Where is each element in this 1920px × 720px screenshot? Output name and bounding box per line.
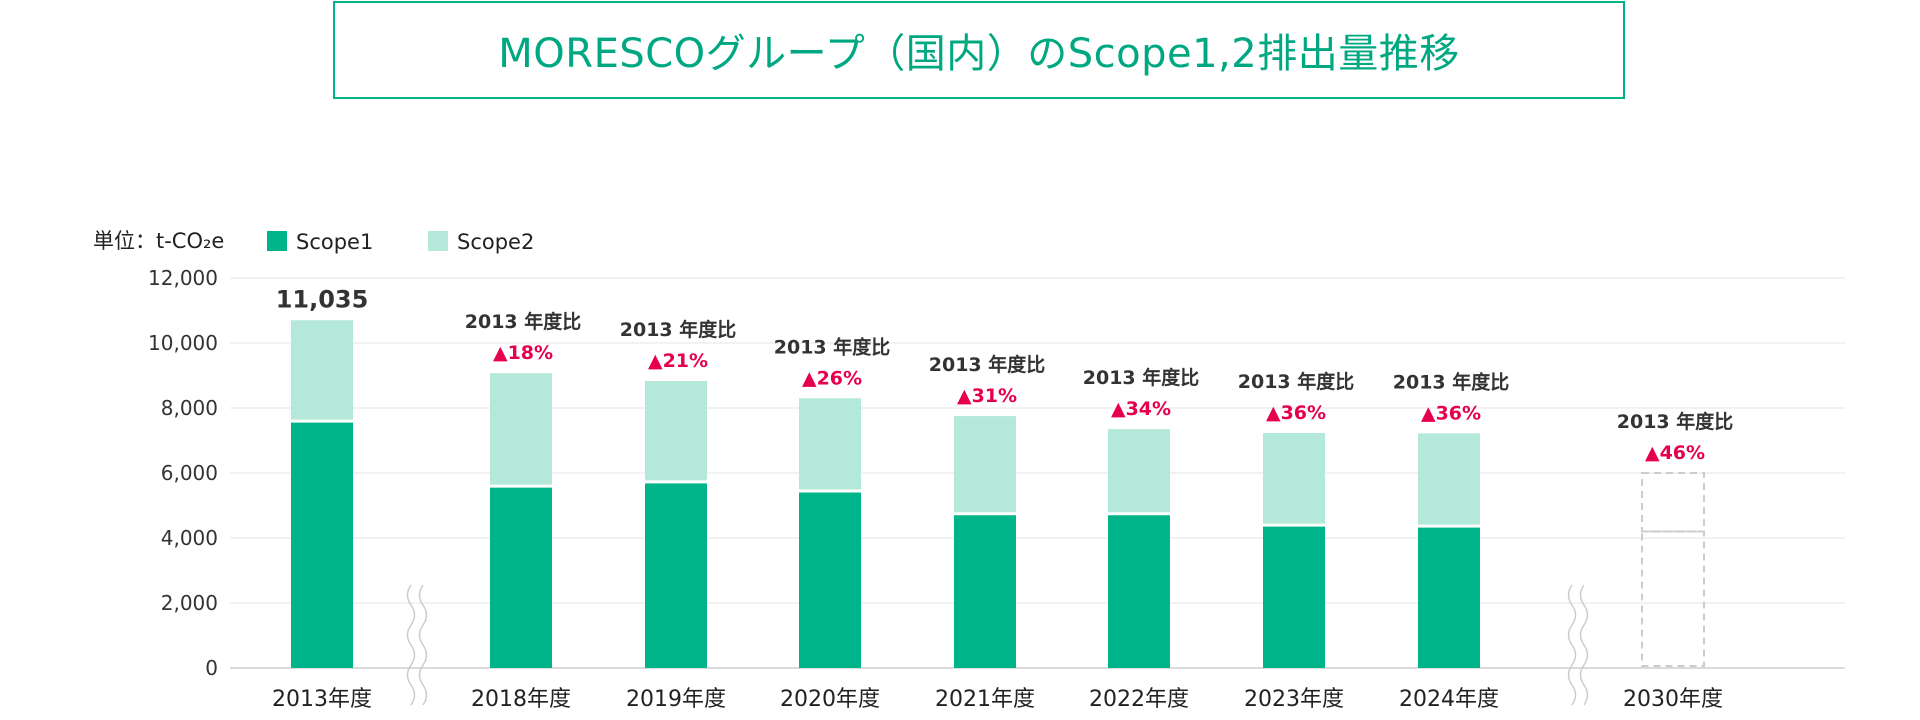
reduction-rate-label: ▲31% bbox=[957, 385, 1017, 407]
x-category-label: 2022年度 bbox=[1089, 687, 1189, 712]
x-category-label: 2021年度 bbox=[935, 687, 1035, 712]
axis-break-mark bbox=[418, 584, 428, 706]
bar-scope1-target bbox=[1641, 530, 1705, 667]
comparison-base-label: 2013 年度比 bbox=[1083, 366, 1200, 389]
total-value-label: 11,035 bbox=[276, 285, 369, 313]
reduction-rate-label: ▲36% bbox=[1421, 402, 1481, 424]
reduction-rate-label: ▲18% bbox=[493, 342, 553, 364]
bar-scope1 bbox=[645, 483, 707, 668]
y-tick-label: 2,000 bbox=[161, 591, 218, 615]
comparison-base-label: 2013 年度比 bbox=[1238, 370, 1355, 393]
bar-scope2 bbox=[1263, 433, 1325, 524]
bar-scope1 bbox=[1418, 527, 1480, 668]
bar-scope1 bbox=[490, 487, 552, 668]
comparison-base-label: 2013 年度比 bbox=[1617, 410, 1734, 433]
bar-scope1 bbox=[954, 515, 1016, 668]
reduction-rate-label: ▲36% bbox=[1266, 402, 1326, 424]
bar-scope2 bbox=[645, 381, 707, 481]
bar-scope2 bbox=[954, 416, 1016, 513]
x-category-label: 2024年度 bbox=[1399, 687, 1499, 712]
legend-label-scope2: Scope2 bbox=[457, 230, 534, 254]
bar-scope2 bbox=[1418, 433, 1480, 525]
y-tick-label: 10,000 bbox=[148, 331, 218, 355]
comparison-base-label: 2013 年度比 bbox=[774, 335, 891, 358]
reduction-rate-label: ▲21% bbox=[648, 350, 708, 372]
bar-scope2 bbox=[1108, 429, 1170, 513]
axis-break-mark bbox=[1567, 584, 1577, 706]
bar-scope1 bbox=[799, 492, 861, 668]
x-category-label: 2030年度 bbox=[1623, 687, 1723, 712]
legend-swatch-scope2 bbox=[428, 231, 448, 251]
axis-break-mark bbox=[406, 584, 416, 706]
reduction-rate-label: ▲26% bbox=[802, 367, 862, 389]
x-category-label: 2020年度 bbox=[780, 687, 880, 712]
reduction-rate-label: ▲46% bbox=[1645, 442, 1705, 464]
chart-title-box: MORESCOグループ（国内）のScope1,2排出量推移 bbox=[333, 1, 1625, 99]
bar-scope2 bbox=[799, 398, 861, 490]
y-tick-label: 6,000 bbox=[161, 461, 218, 485]
chart-title: MORESCOグループ（国内）のScope1,2排出量推移 bbox=[498, 31, 1460, 77]
bar-scope1 bbox=[1108, 515, 1170, 668]
bar-scope1 bbox=[291, 422, 353, 668]
x-category-label: 2018年度 bbox=[471, 687, 571, 712]
unit-label: 単位：t-CO₂e bbox=[93, 229, 224, 253]
legend-swatch-scope1 bbox=[267, 231, 287, 251]
bar-scope1 bbox=[1263, 526, 1325, 668]
x-category-label: 2023年度 bbox=[1244, 687, 1344, 712]
y-tick-label: 4,000 bbox=[161, 526, 218, 550]
legend-label-scope1: Scope1 bbox=[296, 230, 373, 254]
y-tick-label: 12,000 bbox=[148, 266, 218, 290]
axis-break-mark bbox=[1579, 584, 1589, 706]
comparison-base-label: 2013 年度比 bbox=[620, 318, 737, 341]
x-category-label: 2013年度 bbox=[272, 687, 372, 712]
y-tick-label: 8,000 bbox=[161, 396, 218, 420]
bar-scope2 bbox=[291, 320, 353, 420]
y-tick-label: 0 bbox=[205, 656, 218, 680]
comparison-base-label: 2013 年度比 bbox=[1393, 370, 1510, 393]
x-category-label: 2019年度 bbox=[626, 687, 726, 712]
reduction-rate-label: ▲34% bbox=[1111, 398, 1171, 420]
bar-scope2 bbox=[490, 373, 552, 485]
bar-scope2-target bbox=[1641, 472, 1705, 533]
comparison-base-label: 2013 年度比 bbox=[929, 353, 1046, 376]
comparison-base-label: 2013 年度比 bbox=[465, 310, 582, 333]
